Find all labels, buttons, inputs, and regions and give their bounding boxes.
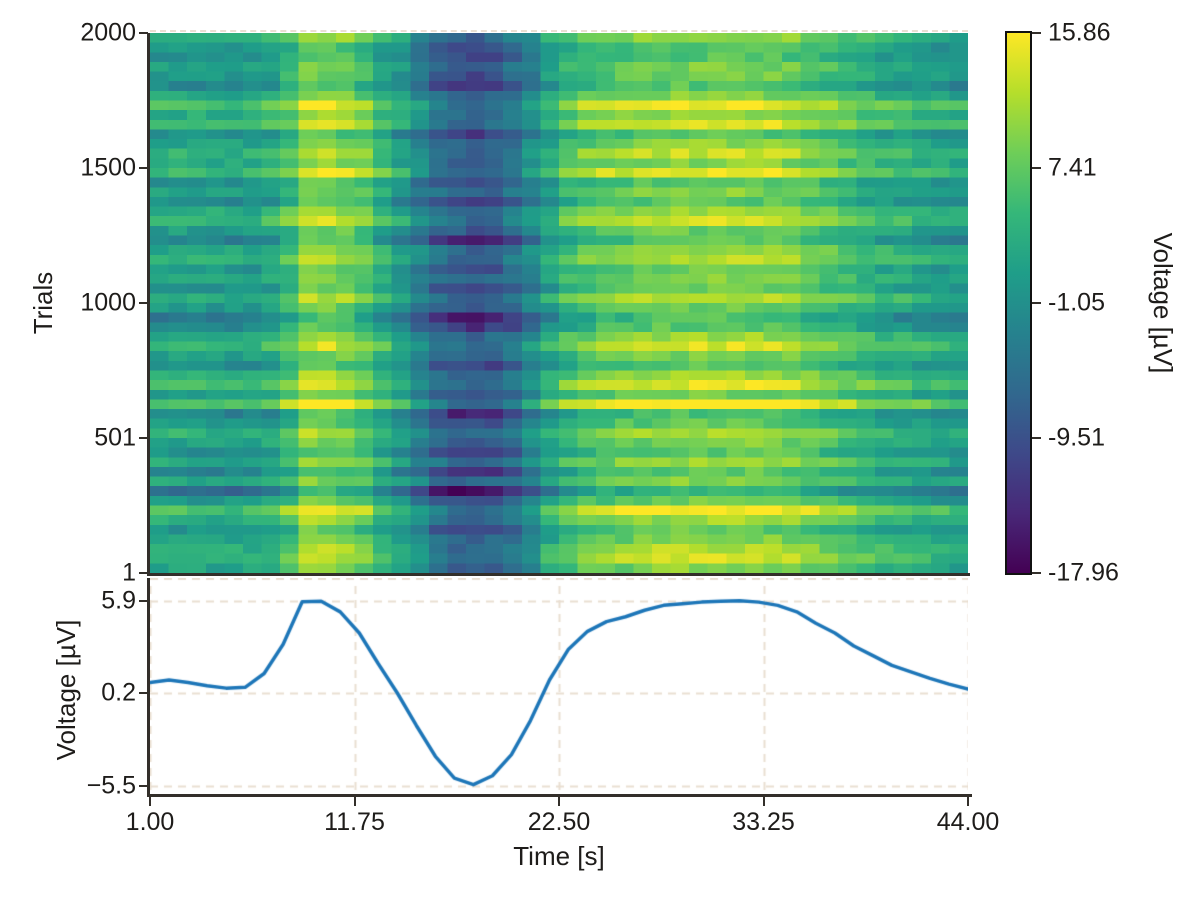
- colorbar-label: Voltage [µV]: [1148, 232, 1178, 374]
- line-ytick-mark: [139, 784, 148, 787]
- colorbar-tick-mark: [1032, 166, 1041, 169]
- line-xtick-label: 11.75: [324, 808, 385, 836]
- heatmap-ytick-mark: [139, 572, 148, 574]
- heatmap-ytick-label: 1: [122, 558, 136, 587]
- line-ytick-label: 5.9: [101, 586, 136, 614]
- line-chart-canvas: [150, 578, 968, 794]
- line-xtick-mark: [353, 797, 356, 806]
- heatmap-left-spine: [147, 33, 150, 576]
- line-ytick-mark: [139, 692, 148, 694]
- heatmap-ytick-mark: [139, 167, 148, 170]
- heatmap-bottom-spine: [147, 573, 970, 576]
- heatmap-image: [150, 33, 968, 573]
- heatmap-ytick-label: 2000: [80, 18, 136, 47]
- line-xtick-mark: [149, 797, 151, 806]
- colorbar-tick-mark: [1032, 437, 1041, 440]
- heatmap-ytick-mark: [139, 436, 148, 439]
- line-ytick-mark: [139, 599, 148, 602]
- heatmap-ytick-label: 1500: [80, 153, 136, 182]
- heatmap-top-gridline: [150, 30, 968, 32]
- line-xtick-label: 1.00: [125, 808, 175, 836]
- heatmap-ytick-mark: [139, 32, 148, 34]
- line-bottom-spine: [147, 794, 972, 797]
- colorbar-tick-mark: [1032, 572, 1041, 574]
- line-xtick-mark: [762, 797, 765, 806]
- line-xtick-label: 22.50: [527, 808, 591, 836]
- heatmap-ytick-label: 501: [94, 423, 136, 452]
- colorbar-tick-mark: [1032, 32, 1041, 34]
- heatmap-ytick-mark: [139, 302, 148, 305]
- line-xtick-mark: [967, 797, 969, 806]
- line-xtick-mark: [558, 797, 560, 806]
- colorbar-tick-mark: [1032, 302, 1041, 304]
- line-ylabel: Voltage [µV]: [51, 619, 81, 761]
- colorbar-tick-label: 7.41: [1048, 153, 1097, 182]
- line-ytick-label: −5.5: [86, 771, 136, 799]
- line-xtick-label: 44.00: [936, 808, 1000, 836]
- colorbar-tick-label: -9.51: [1048, 423, 1105, 452]
- colorbar-tick-label: -17.96: [1048, 558, 1119, 587]
- colorbar-gradient: [1005, 31, 1032, 575]
- line-xlabel: Time [s]: [513, 841, 605, 871]
- line-ytick-label: 0.2: [101, 678, 136, 707]
- heatmap-ytick-label: 1000: [80, 288, 136, 317]
- colorbar-tick-label: -1.05: [1048, 288, 1105, 317]
- line-xtick-label: 33.25: [732, 808, 795, 836]
- line-left-spine: [147, 578, 150, 797]
- colorbar-tick-label: 15.86: [1048, 18, 1111, 47]
